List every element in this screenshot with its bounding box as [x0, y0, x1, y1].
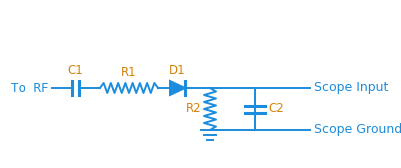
- Text: R1: R1: [121, 66, 136, 79]
- Text: C2: C2: [267, 102, 283, 116]
- Text: D1: D1: [169, 64, 185, 77]
- Text: Scope Input: Scope Input: [313, 81, 387, 94]
- Text: R2: R2: [186, 102, 201, 116]
- Text: Scope Ground: Scope Ground: [313, 123, 401, 136]
- Polygon shape: [170, 81, 184, 95]
- Text: To RF: To RF: [12, 81, 49, 94]
- Text: C1: C1: [67, 64, 83, 77]
